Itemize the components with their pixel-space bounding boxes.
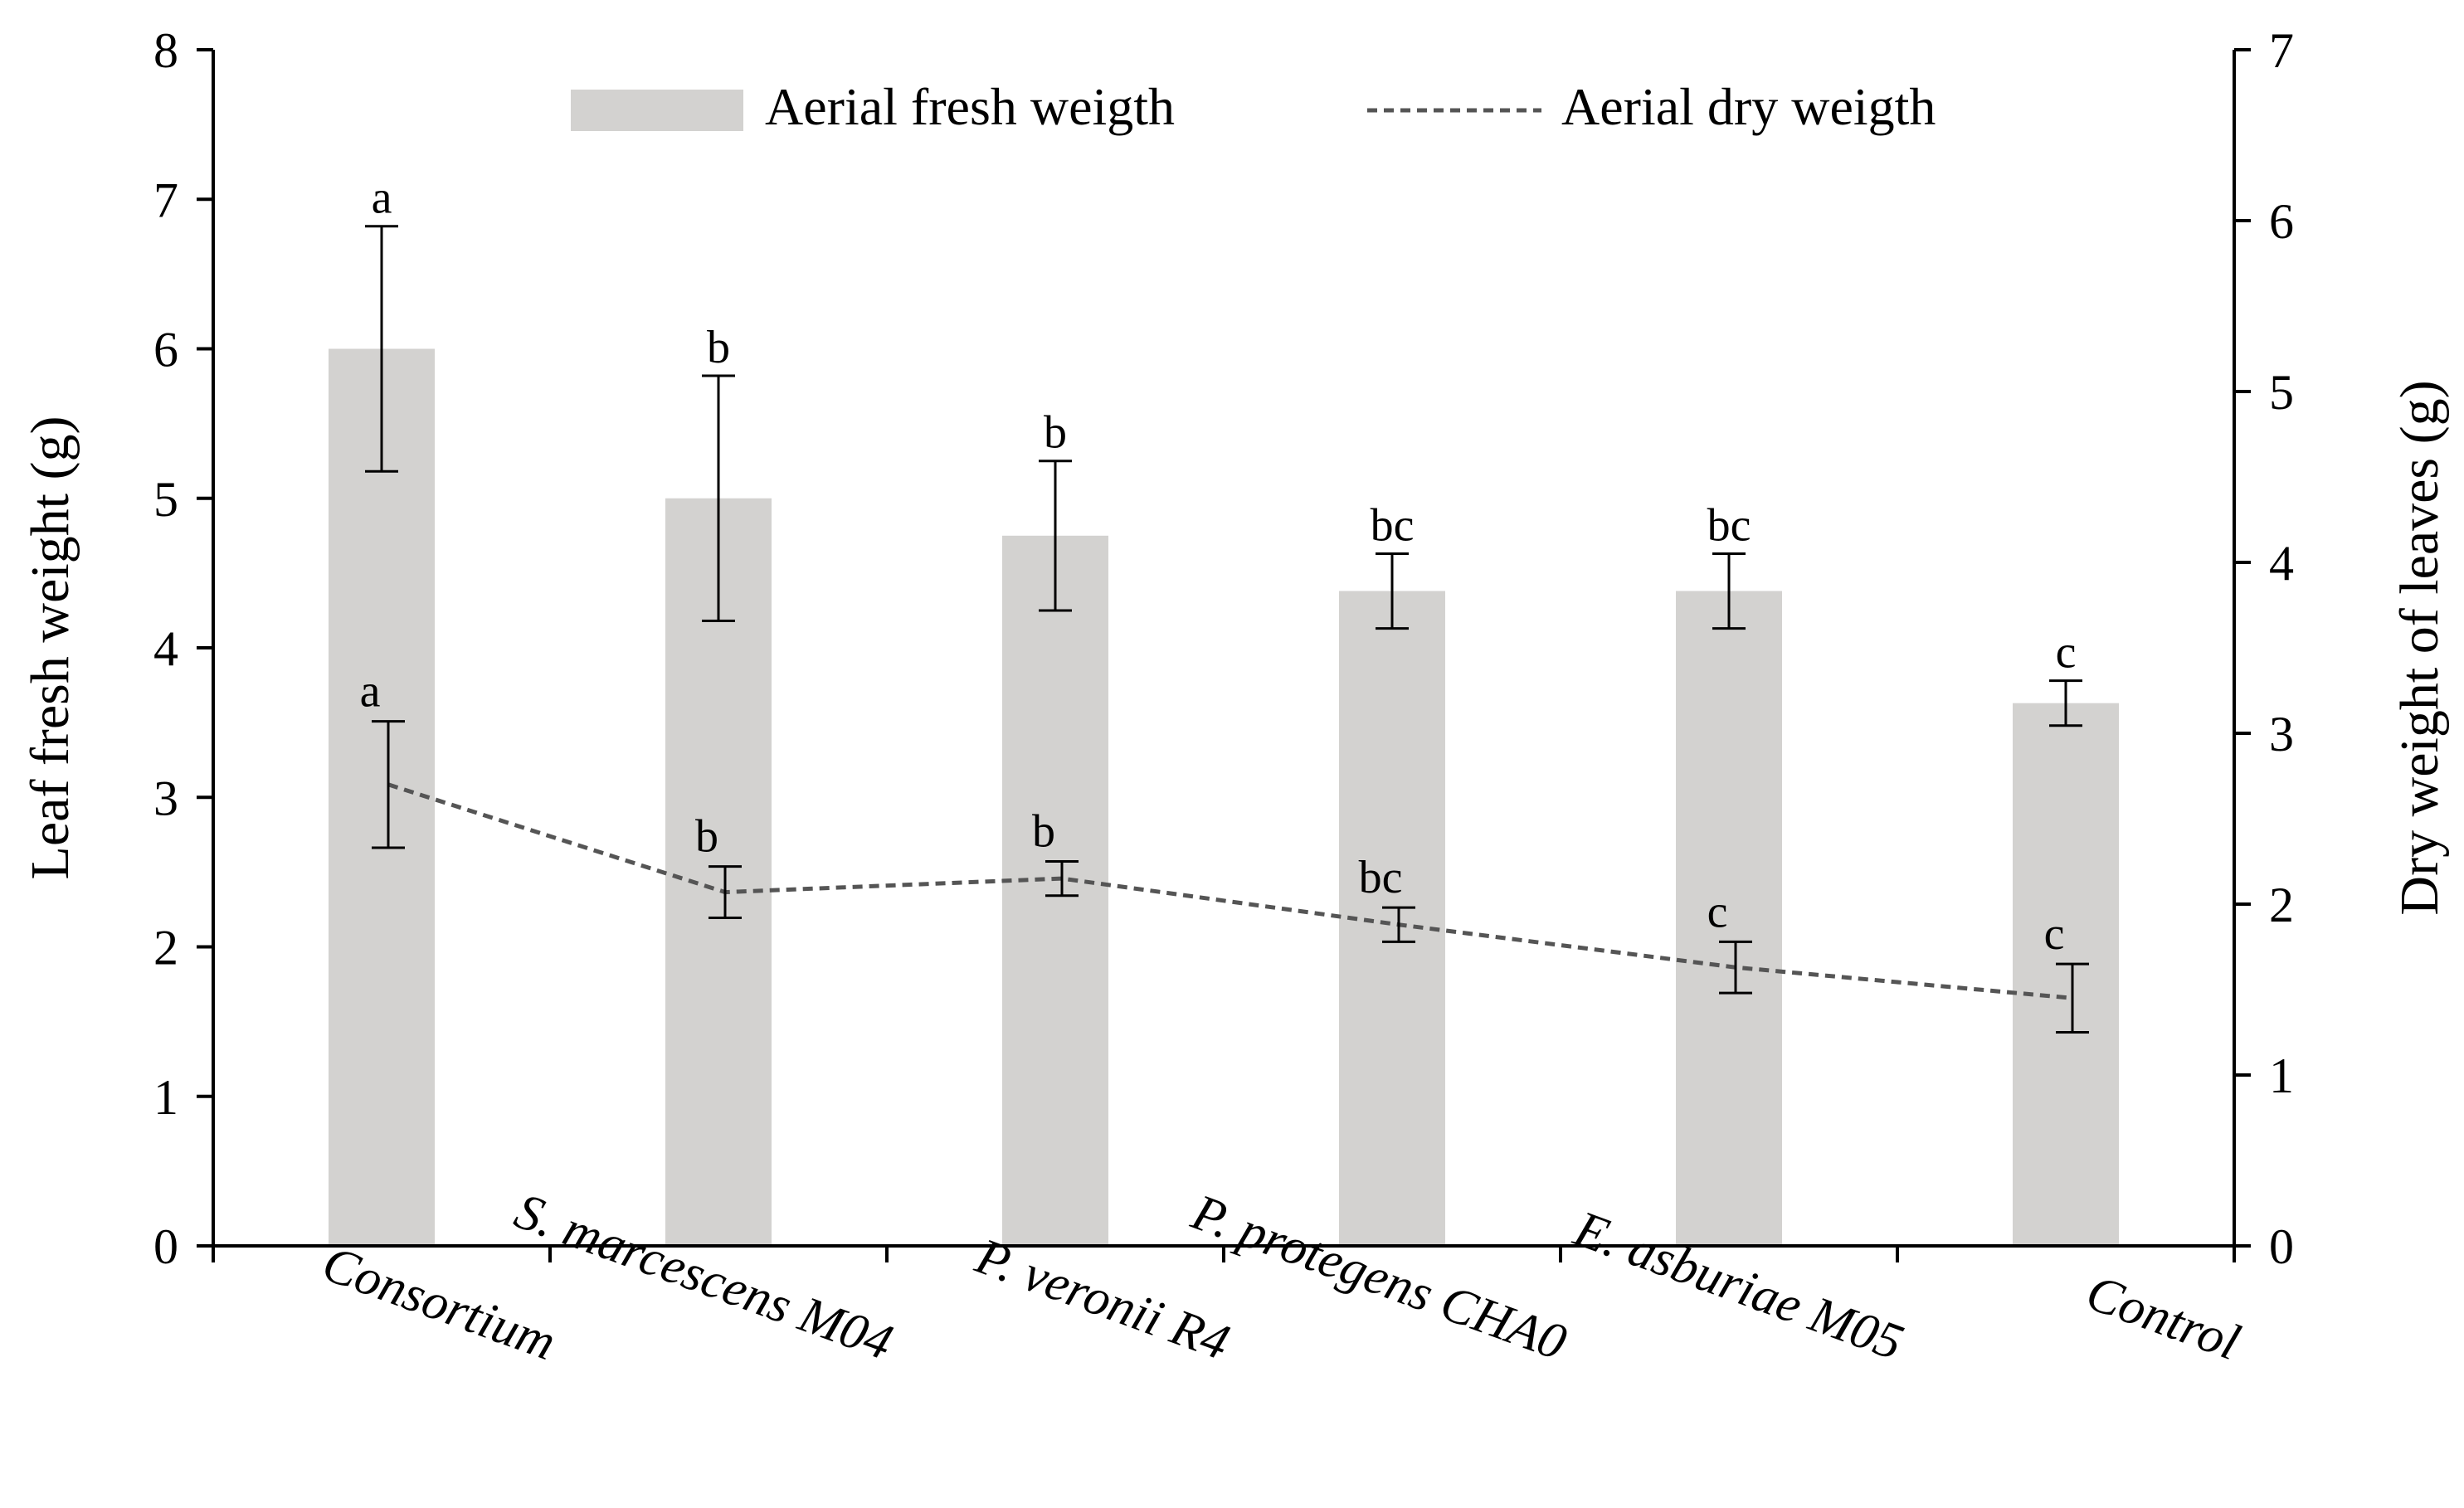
sig-label-fresh-4: bc bbox=[1707, 499, 1751, 551]
sig-label-dry-1: b bbox=[695, 811, 718, 863]
sig-label-dry-0: a bbox=[360, 666, 381, 718]
y-tick-label-4: 4 bbox=[153, 621, 178, 676]
x-tick-label-5: Control bbox=[2079, 1264, 2247, 1371]
y-tick-label-0: 0 bbox=[153, 1219, 178, 1274]
sig-label-fresh-3: bc bbox=[1371, 499, 1415, 551]
line-dry-weight bbox=[387, 782, 2073, 1000]
legend-swatch-fresh bbox=[571, 90, 743, 131]
y-axis-title: Leaf fresh weight (g) bbox=[20, 416, 80, 880]
x-tick-label-0: Consortium bbox=[315, 1235, 562, 1371]
sig-label-fresh-0: a bbox=[372, 173, 392, 224]
bar-fresh-4 bbox=[1676, 591, 1782, 1246]
y2-tick-label-0: 0 bbox=[2269, 1219, 2294, 1274]
y2-tick-label-4: 4 bbox=[2269, 536, 2294, 591]
sig-label-dry-4: c bbox=[1707, 886, 1728, 937]
sig-label-dry-3: bc bbox=[1359, 852, 1403, 903]
y2-tick-label-5: 5 bbox=[2269, 365, 2294, 420]
y-tick-label-5: 5 bbox=[153, 472, 178, 527]
y-tick-label-2: 2 bbox=[153, 921, 178, 975]
sig-label-fresh-5: c bbox=[2056, 627, 2077, 679]
y-tick-label-3: 3 bbox=[153, 771, 178, 825]
y-tick-label-6: 6 bbox=[153, 323, 178, 377]
y2-tick-label-3: 3 bbox=[2269, 707, 2294, 761]
bar-fresh-1 bbox=[665, 498, 772, 1246]
sig-label-fresh-1: b bbox=[707, 322, 730, 373]
y-tick-label-8: 8 bbox=[153, 23, 178, 78]
legend-label-dry: Aerial dry weigth bbox=[1561, 77, 1936, 136]
legend: Aerial fresh weigth Aerial dry weigth bbox=[571, 77, 1936, 136]
plot-area: a b b bc bc c a b b bc c c bbox=[329, 173, 2119, 1246]
y2-axis-title: Dry weight of leaves (g) bbox=[2389, 380, 2450, 915]
y-tick-label-7: 7 bbox=[153, 173, 178, 227]
y2-tick-label-1: 1 bbox=[2269, 1048, 2294, 1103]
y2-tick-label-7: 7 bbox=[2269, 23, 2294, 78]
sig-label-dry-5: c bbox=[2044, 908, 2065, 960]
bar-fresh-2 bbox=[1002, 535, 1108, 1246]
y-tick-label-1: 1 bbox=[153, 1070, 178, 1125]
legend-label-fresh: Aerial fresh weigth bbox=[765, 77, 1175, 136]
y2-tick-label-2: 2 bbox=[2269, 878, 2294, 932]
sig-label-dry-2: b bbox=[1032, 806, 1055, 858]
y2-tick-label-6: 6 bbox=[2269, 194, 2294, 249]
bar-fresh-0 bbox=[329, 348, 435, 1246]
bar-fresh-5 bbox=[2013, 703, 2119, 1246]
sig-label-fresh-2: b bbox=[1044, 407, 1067, 459]
x-tick-label-2: P. veronii R4 bbox=[968, 1228, 1237, 1371]
